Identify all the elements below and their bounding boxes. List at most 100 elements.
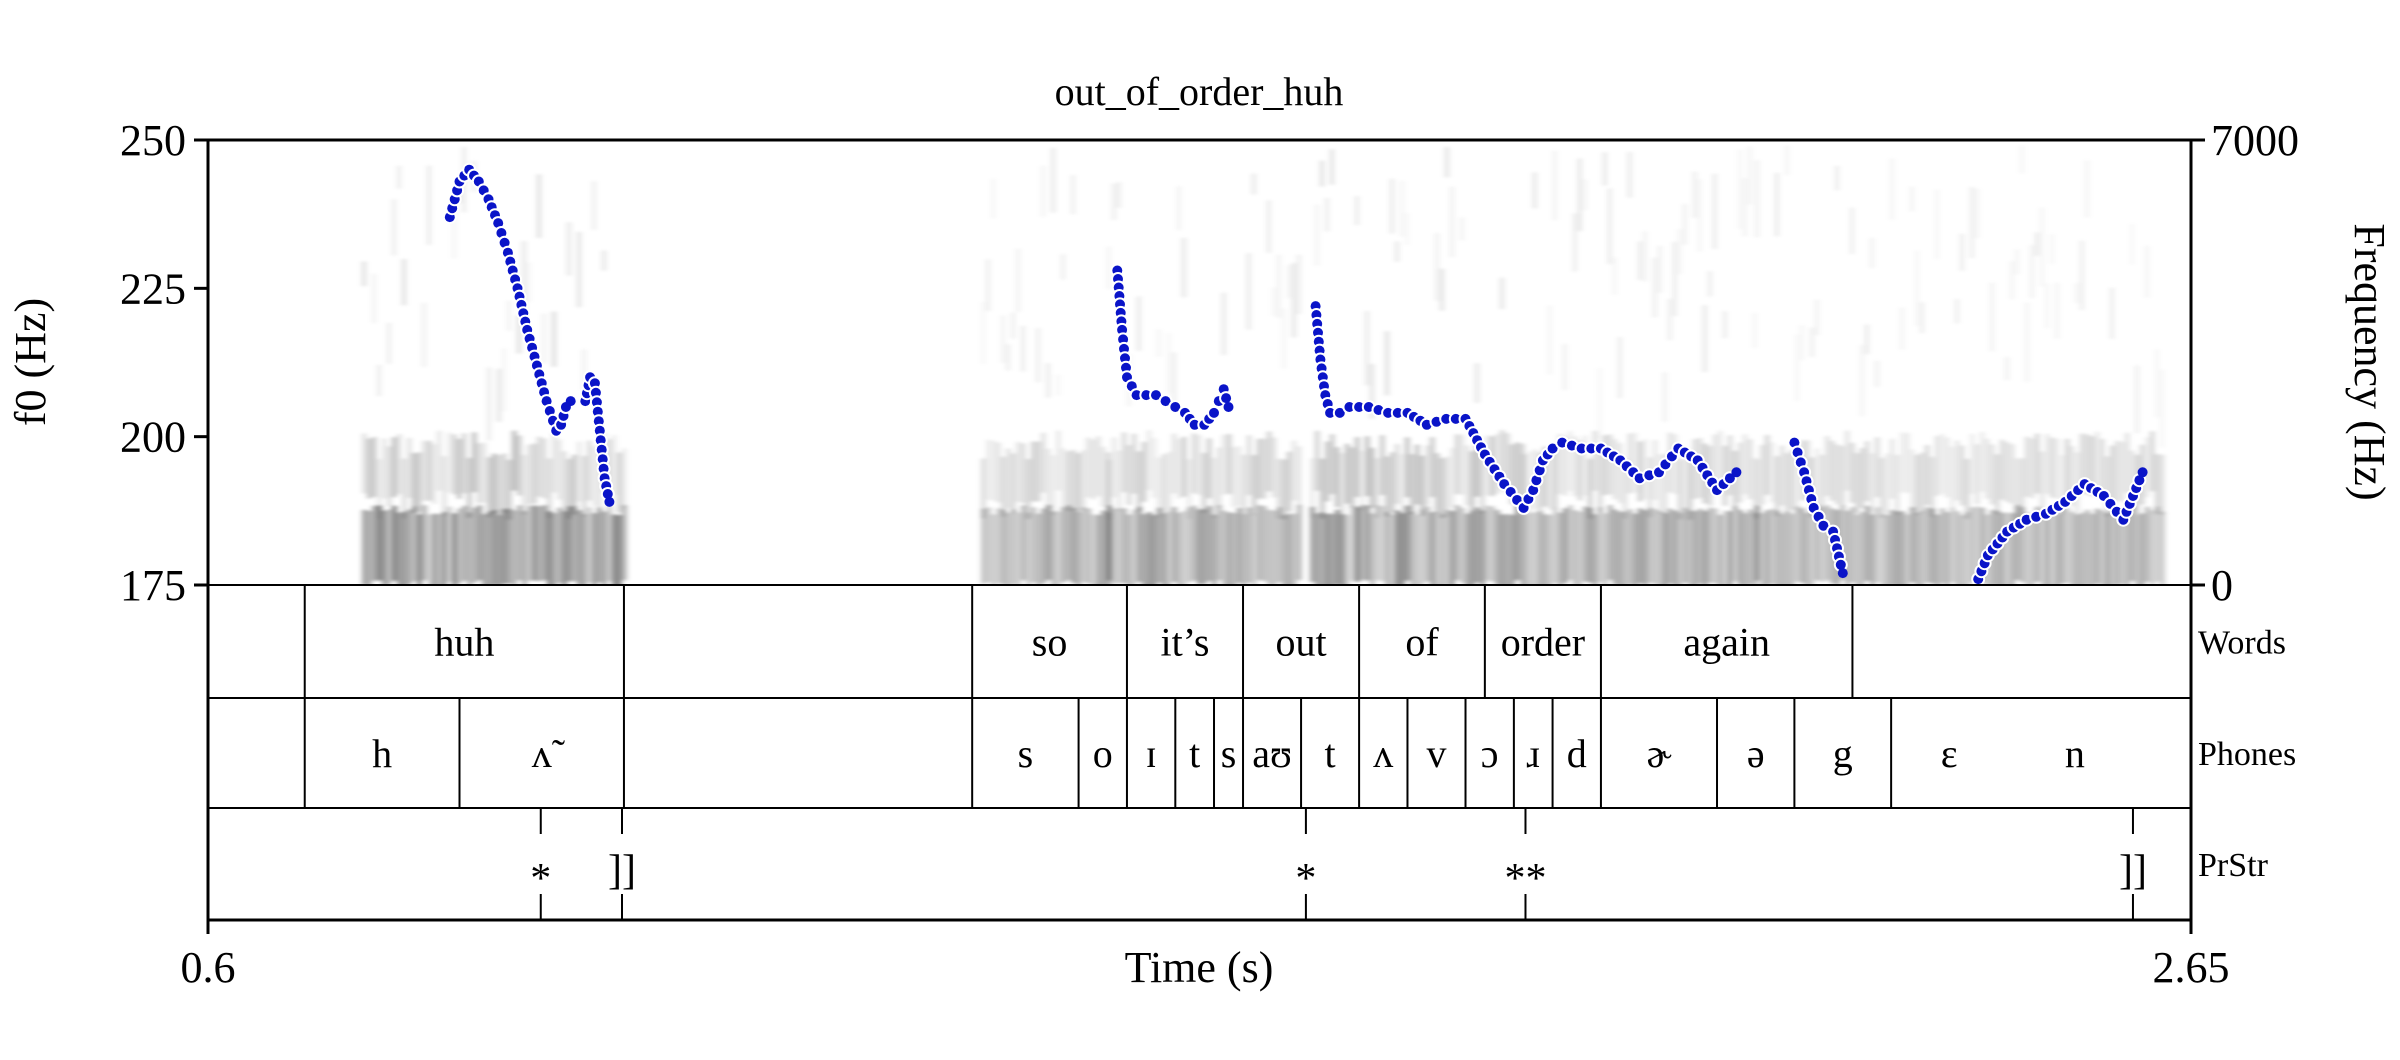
- spectrogram-column: [1277, 254, 1281, 318]
- f0-point: [590, 387, 601, 398]
- spectrogram-column: [487, 511, 492, 585]
- spectrogram-column: [1450, 186, 1454, 258]
- spectrogram-column: [1500, 514, 1505, 585]
- spectrogram-column: [1112, 183, 1116, 221]
- spectrogram-column: [1122, 508, 1127, 584]
- spectrogram-column: [522, 240, 526, 315]
- spectrogram-column: [427, 440, 431, 501]
- spectrogram-column: [1277, 458, 1281, 519]
- spectrogram-column: [552, 432, 556, 493]
- spectrogram-column: [487, 367, 491, 441]
- spectrogram-column: [1578, 511, 1583, 585]
- f0-point: [1837, 568, 1848, 579]
- spectrogram-column: [1325, 513, 1330, 585]
- spectrogram-column: [1698, 508, 1703, 584]
- spectrogram-column: [1628, 151, 1632, 198]
- spectrogram-column: [1390, 514, 1395, 585]
- spectrogram-column: [1172, 352, 1176, 406]
- spectrogram-column: [1870, 453, 1874, 514]
- spectrogram-column: [1825, 505, 1830, 581]
- spectrogram-column: [412, 506, 417, 582]
- spectrogram-column: [1855, 453, 1859, 514]
- interval-label: ɔ: [1481, 731, 1499, 776]
- spectrogram-column: [1613, 257, 1617, 296]
- y-left-tick-label: 225: [120, 264, 186, 313]
- spectrogram-column: [1320, 512, 1325, 585]
- spectrogram-column: [1470, 510, 1475, 585]
- spectrogram-column: [1598, 453, 1602, 514]
- spectrogram-column: [1282, 459, 1286, 520]
- spectrogram-column: [1152, 514, 1157, 585]
- spectrogram-column: [1520, 513, 1525, 585]
- spectrogram-column: [592, 181, 596, 230]
- f0-point: [1120, 353, 1130, 364]
- spectrogram-column: [572, 454, 576, 515]
- spectrogram-column: [1041, 508, 1046, 584]
- spectrogram-column: [537, 506, 542, 582]
- spectrogram-column: [592, 513, 597, 585]
- spectrogram-column: [1222, 434, 1226, 495]
- f0-point: [1170, 402, 1181, 412]
- spectrogram-column: [1578, 440, 1582, 501]
- spectrogram-column: [1330, 434, 1334, 495]
- spectrogram-column: [597, 507, 602, 583]
- spectrogram-column: [1753, 512, 1758, 585]
- spectrogram-column: [1820, 507, 1825, 583]
- f0-point: [598, 463, 609, 474]
- spectrogram-column: [1945, 512, 1950, 585]
- spectrogram-column: [1480, 510, 1485, 585]
- spectrogram-column: [2155, 454, 2159, 515]
- spectrogram-column: [1287, 513, 1292, 585]
- spectrogram-column: [1137, 451, 1141, 512]
- spectrogram-column: [2005, 442, 2009, 503]
- spectrogram-column: [517, 315, 521, 354]
- spectrogram-column: [981, 301, 985, 365]
- spectrogram-column: [1795, 334, 1799, 402]
- spectrogram-column: [1107, 246, 1111, 290]
- spectrogram-column: [2005, 512, 2010, 585]
- f0-point: [1818, 520, 1829, 531]
- spectrogram-column: [512, 430, 516, 491]
- spectrogram-column: [1648, 507, 1653, 583]
- spectrogram-column: [1785, 453, 1789, 514]
- spectrogram-column: [1668, 508, 1673, 584]
- spectrogram-column: [1860, 447, 1864, 508]
- spectrogram-column: [1955, 440, 1959, 501]
- spectrogram-column: [1643, 231, 1647, 282]
- spectrogram-column: [402, 259, 406, 306]
- spectrogram-column: [2010, 260, 2014, 300]
- spectrogram-column: [2140, 513, 2145, 585]
- spectrogram-column: [1775, 456, 1779, 517]
- spectrogram-column: [1360, 450, 1364, 511]
- spectrogram-column: [1805, 512, 1810, 585]
- spectrogram-column: [1071, 449, 1075, 510]
- spectrogram-column: [502, 453, 506, 514]
- spectrogram-column: [1006, 512, 1011, 585]
- spectrogram-column: [1790, 449, 1794, 510]
- spectrogram-column: [1046, 505, 1051, 581]
- spectrogram-column: [1061, 507, 1066, 583]
- spectrogram-column: [377, 364, 381, 397]
- spectrogram-column: [1395, 443, 1399, 504]
- spectrogram-column: [1076, 453, 1080, 514]
- spectrogram-column: [1066, 451, 1070, 512]
- spectrogram-column: [1385, 456, 1389, 517]
- spectrogram-column: [1001, 509, 1006, 585]
- spectrogram-column: [1588, 458, 1592, 519]
- spectrogram-column: [1885, 453, 1889, 514]
- point-label: *: [1295, 856, 1316, 902]
- spectrogram-column: [467, 457, 471, 518]
- spectrogram-column: [382, 438, 386, 499]
- spectrogram-column: [1975, 444, 1979, 505]
- spectrogram-column: [1440, 458, 1444, 519]
- spectrogram-column: [507, 300, 511, 331]
- spectrogram-column: [1257, 505, 1262, 581]
- spectrogram-column: [2075, 514, 2080, 585]
- spectrogram-column: [382, 510, 387, 585]
- spectrogram-column: [2080, 512, 2085, 585]
- spectrogram-column: [2010, 444, 2014, 505]
- spectrogram-column: [1795, 506, 1800, 582]
- spectrogram-column: [1340, 513, 1345, 585]
- spectrogram-column: [1815, 299, 1819, 336]
- spectrogram-column: [1568, 431, 1572, 492]
